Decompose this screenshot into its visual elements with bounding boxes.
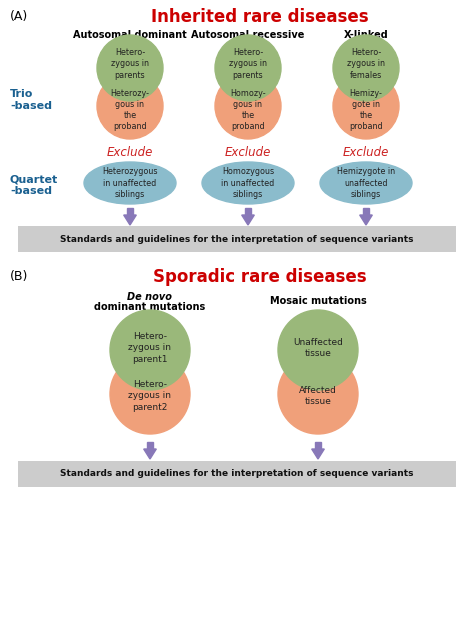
Circle shape bbox=[97, 35, 163, 101]
Text: Inherited rare diseases: Inherited rare diseases bbox=[151, 8, 369, 26]
Circle shape bbox=[333, 35, 399, 101]
Text: Standards and guidelines for the interpretation of sequence variants: Standards and guidelines for the interpr… bbox=[60, 234, 414, 244]
Polygon shape bbox=[315, 442, 321, 449]
Circle shape bbox=[215, 73, 281, 139]
Text: Homozy-
gous in
the
proband: Homozy- gous in the proband bbox=[230, 89, 266, 131]
FancyBboxPatch shape bbox=[18, 461, 456, 487]
Text: Heterozy-
gous in
the
proband: Heterozy- gous in the proband bbox=[110, 89, 149, 131]
Text: Hetero-
zygous in
parents: Hetero- zygous in parents bbox=[111, 49, 149, 79]
Polygon shape bbox=[242, 215, 254, 225]
Text: Standards and guidelines for the interpretation of sequence variants: Standards and guidelines for the interpr… bbox=[60, 469, 414, 479]
Polygon shape bbox=[124, 215, 137, 225]
Circle shape bbox=[110, 310, 190, 390]
Circle shape bbox=[215, 35, 281, 101]
Text: (B): (B) bbox=[10, 270, 28, 283]
Text: Mosaic mutations: Mosaic mutations bbox=[270, 296, 366, 306]
Text: X-linked: X-linked bbox=[344, 30, 388, 40]
Text: Hetero-
zygous in
parent2: Hetero- zygous in parent2 bbox=[128, 381, 172, 411]
Circle shape bbox=[278, 354, 358, 434]
Text: Exclude: Exclude bbox=[107, 146, 153, 159]
Circle shape bbox=[97, 73, 163, 139]
Text: Autosomal recessive: Autosomal recessive bbox=[191, 30, 305, 40]
Ellipse shape bbox=[202, 162, 294, 204]
Text: Autosomal dominant: Autosomal dominant bbox=[73, 30, 187, 40]
Polygon shape bbox=[312, 449, 324, 459]
Ellipse shape bbox=[84, 162, 176, 204]
Text: Hetero-
zygous in
females: Hetero- zygous in females bbox=[347, 49, 385, 79]
Polygon shape bbox=[363, 208, 369, 215]
Text: dominant mutations: dominant mutations bbox=[94, 302, 206, 312]
Text: Hemizygote in
unaffected
siblings: Hemizygote in unaffected siblings bbox=[337, 168, 395, 198]
Text: Quartet
-based: Quartet -based bbox=[10, 175, 58, 196]
Text: Hemizy-
gote in
the
proband: Hemizy- gote in the proband bbox=[349, 89, 383, 131]
Text: Affected
tissue: Affected tissue bbox=[299, 386, 337, 406]
Ellipse shape bbox=[320, 162, 412, 204]
FancyBboxPatch shape bbox=[18, 226, 456, 252]
Polygon shape bbox=[127, 208, 133, 215]
Polygon shape bbox=[360, 215, 372, 225]
Polygon shape bbox=[144, 449, 156, 459]
Text: Unaffected
tissue: Unaffected tissue bbox=[293, 338, 343, 358]
Text: Exclude: Exclude bbox=[343, 146, 389, 159]
Circle shape bbox=[278, 310, 358, 390]
Text: Trio
-based: Trio -based bbox=[10, 89, 52, 111]
Polygon shape bbox=[146, 442, 154, 449]
Text: Hetero-
zygous in
parent1: Hetero- zygous in parent1 bbox=[128, 333, 172, 364]
Text: Hetero-
zygous in
parents: Hetero- zygous in parents bbox=[229, 49, 267, 79]
Text: De novo: De novo bbox=[128, 292, 173, 302]
Text: Exclude: Exclude bbox=[225, 146, 271, 159]
Polygon shape bbox=[245, 208, 251, 215]
Circle shape bbox=[110, 354, 190, 434]
Text: (A): (A) bbox=[10, 10, 28, 23]
Circle shape bbox=[333, 73, 399, 139]
Text: Heterozygous
in unaffected
siblings: Heterozygous in unaffected siblings bbox=[102, 168, 158, 198]
Text: Sporadic rare diseases: Sporadic rare diseases bbox=[153, 268, 367, 286]
Text: Homozygous
in unaffected
siblings: Homozygous in unaffected siblings bbox=[221, 168, 274, 198]
